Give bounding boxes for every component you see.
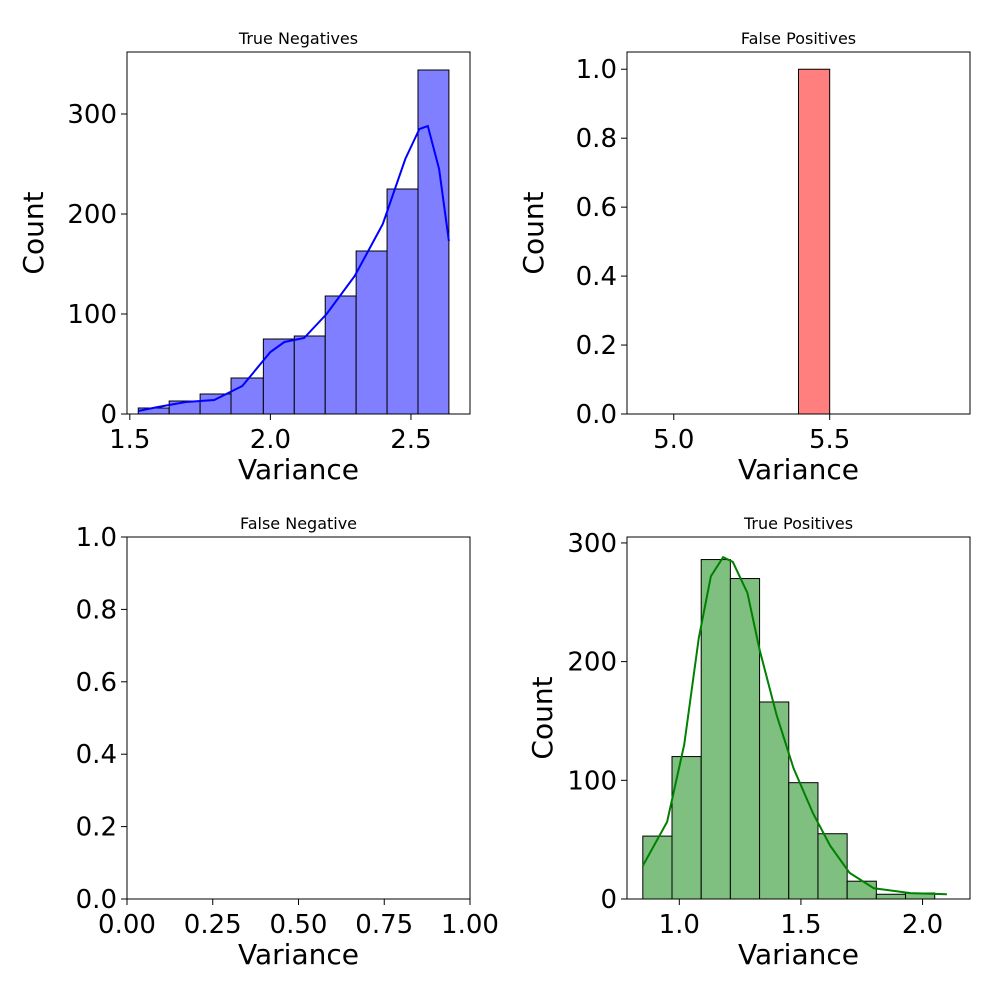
histogram-bar xyxy=(324,295,357,415)
y-tick-label: 200 xyxy=(67,200,117,230)
y-axis-label: Count xyxy=(526,676,559,759)
y-tick-label: 0.2 xyxy=(576,331,617,361)
histogram-bar xyxy=(262,338,295,415)
subplot-3: 0.00 0.25 0.50 0.75 1.00 0.0 0.2 0.4 0.6 0.8 1.0 Fa… xyxy=(76,514,499,971)
y-tick-label: 100 xyxy=(67,300,117,330)
subplot-title: True Positives xyxy=(743,514,853,533)
x-axis-label: Variance xyxy=(238,938,359,971)
x-tick-label: 0.00 xyxy=(98,910,156,940)
kde-curve xyxy=(138,124,450,412)
y-tick-label: 1.0 xyxy=(76,523,117,553)
subplot-2: 5.0 5.5 0.0 0.2 0.4 0.6 0.8 1.0 False Positives V… xyxy=(517,29,971,486)
y-tick-label: 0 xyxy=(600,885,617,915)
x-tick-label: 2.0 xyxy=(902,910,943,940)
histogram-bar xyxy=(700,559,731,900)
histogram-bar xyxy=(817,833,848,900)
histogram-bar xyxy=(875,893,907,900)
histogram-bar xyxy=(788,782,819,900)
y-tick-label: 0.8 xyxy=(76,595,117,625)
y-axis-label: Count xyxy=(517,191,550,274)
y-tick-label: 0.0 xyxy=(76,885,117,915)
subplot-1: 1.5 2.0 2.5 0 100 200 300 True Negatives Varianc… xyxy=(17,29,471,486)
histogram-bar xyxy=(355,250,388,415)
kde-curve xyxy=(641,555,947,896)
subplot-title: False Negative xyxy=(240,514,357,533)
plot-area-frame xyxy=(126,51,471,415)
histogram-bar xyxy=(759,701,790,900)
histogram-bar xyxy=(729,578,761,900)
x-tick-label: 1.00 xyxy=(441,910,499,940)
y-tick-label: 1.0 xyxy=(576,55,617,85)
plot-area-frame xyxy=(126,536,471,900)
x-tick-label: 2.0 xyxy=(250,425,291,455)
histogram-bar xyxy=(293,335,326,415)
x-tick-label: 1.0 xyxy=(659,910,700,940)
plot-area-frame xyxy=(626,536,971,900)
histogram-bar xyxy=(417,69,450,415)
y-tick-label: 300 xyxy=(567,529,617,559)
x-axis-label: Variance xyxy=(738,453,859,486)
subplot-title: False Positives xyxy=(741,29,856,48)
y-tick-label: 200 xyxy=(567,648,617,678)
y-tick-label: 0.6 xyxy=(576,193,617,223)
x-tick-label: 0.75 xyxy=(355,910,413,940)
histogram-bar xyxy=(798,68,831,415)
x-axis-label: Variance xyxy=(238,453,359,486)
x-tick-label: 5.5 xyxy=(809,425,850,455)
x-tick-label: 0.50 xyxy=(270,910,328,940)
y-tick-label: 0.4 xyxy=(76,740,117,770)
y-tick-label: 0 xyxy=(100,400,117,430)
y-tick-label: 0.4 xyxy=(576,262,617,292)
y-tick-label: 300 xyxy=(67,100,117,130)
x-tick-label: 0.25 xyxy=(184,910,242,940)
histogram-bar xyxy=(230,377,264,415)
x-axis-label: Variance xyxy=(738,938,859,971)
histogram-bar xyxy=(386,188,419,415)
subplot-title: True Negatives xyxy=(238,29,358,48)
histogram-bar xyxy=(846,880,877,900)
x-tick-label: 1.5 xyxy=(780,910,821,940)
y-tick-label: 0.8 xyxy=(576,124,617,154)
x-tick-label: 1.5 xyxy=(109,425,150,455)
plot-area-frame xyxy=(626,51,971,415)
y-tick-label: 0.6 xyxy=(76,668,117,698)
x-tick-label: 2.5 xyxy=(390,425,431,455)
y-tick-label: 0.0 xyxy=(576,400,617,430)
subplot-4: 1.0 1.5 2.0 0 100 200 300 True Positives Varianc… xyxy=(526,514,971,971)
histogram-bar xyxy=(642,835,673,900)
x-tick-label: 5.0 xyxy=(653,425,694,455)
y-axis-label: Count xyxy=(17,191,50,274)
histogram-bar xyxy=(199,393,232,415)
y-tick-label: 100 xyxy=(567,766,617,796)
y-tick-label: 0.2 xyxy=(76,813,117,843)
